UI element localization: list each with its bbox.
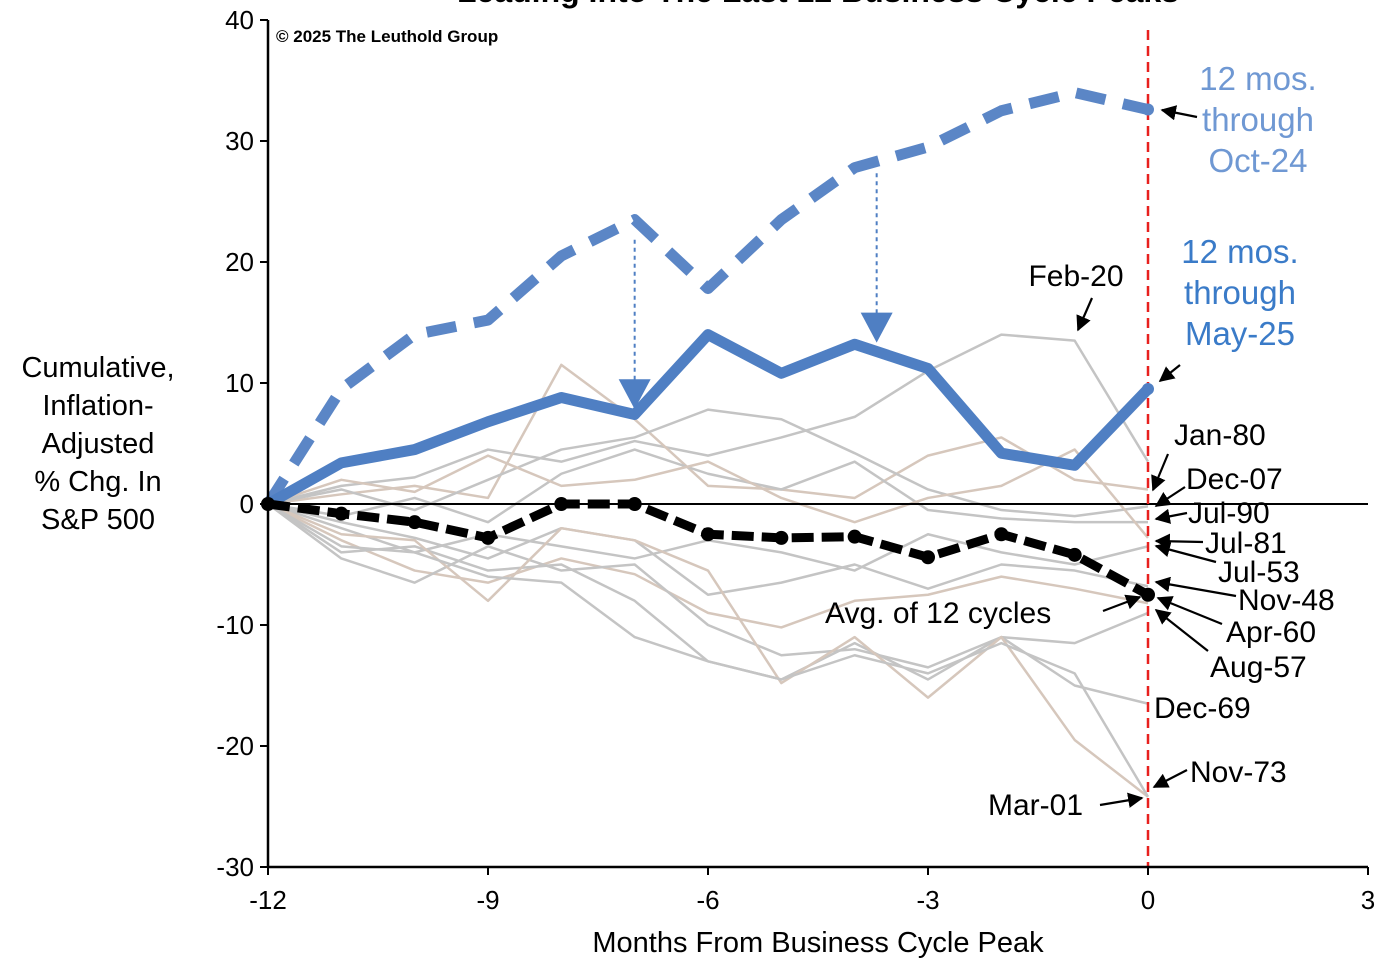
copyright-note: © 2025 The Leuthold Group: [276, 27, 498, 46]
arrow-aug-57: [1154, 609, 1209, 652]
label-jul-53: Jul-53: [1218, 556, 1300, 589]
cycle-line: [267, 502, 1149, 798]
x-tick-label: -6: [696, 885, 719, 915]
label-mar-01: Mar-01: [988, 789, 1083, 822]
series-line-may-25: [265, 329, 1152, 509]
endpoint-oct-24: [1142, 103, 1154, 116]
label-may-25: 12 mos.: [1181, 233, 1298, 270]
x-axis-label: Months From Business Cycle Peak: [592, 927, 1044, 959]
average-point: [1067, 547, 1082, 562]
arrow-dec-07: [1154, 486, 1186, 507]
label-jul-90: Jul-90: [1188, 497, 1270, 530]
y-axis-label-line: % Chg. In: [34, 466, 161, 498]
arrow-average: [1102, 594, 1142, 613]
average-point: [994, 527, 1009, 542]
y-axis-label-line: Inflation-: [42, 390, 153, 422]
arrow-mar-01: [1099, 792, 1144, 808]
average-point: [1141, 587, 1155, 602]
x-tick-label: -9: [476, 885, 499, 915]
y-tick-label: 20: [225, 247, 254, 277]
y-tick-label: 30: [225, 126, 254, 156]
label-may-25: through: [1184, 274, 1296, 311]
x-tick-label: 0: [1141, 885, 1155, 915]
series-line-oct-24: [263, 87, 1150, 507]
cycle-line: [267, 363, 1149, 506]
annotations: 12 mos. through Oct-24 12 mos. through May-25…: [825, 60, 1335, 822]
arrow-nov-73: [1152, 769, 1188, 788]
shift-arrow-head: [860, 312, 893, 343]
average-point: [921, 550, 935, 565]
y-tick-label: 40: [225, 5, 254, 35]
label-aug-57: Aug-57: [1210, 651, 1307, 684]
average-point: [701, 527, 715, 542]
average-point: [407, 515, 422, 530]
y-axis-label-line: Adjusted: [42, 428, 155, 460]
x-tick-label: 3: [1361, 885, 1375, 915]
y-tick-label: -30: [216, 852, 254, 882]
cycle-line: [267, 448, 1149, 539]
average-point: [847, 529, 862, 544]
y-tick-label: -20: [216, 731, 254, 761]
average-point: [627, 497, 642, 511]
arrow-apr-60: [1156, 596, 1223, 626]
label-may-25: May-25: [1185, 315, 1295, 352]
average-point: [554, 497, 569, 511]
shift-arrow-head: [618, 379, 651, 410]
label-average: Avg. of 12 cycles: [825, 597, 1051, 630]
cycle-lines: [267, 333, 1150, 798]
y-tick-label: 10: [225, 368, 254, 398]
cycle-line: [267, 502, 1150, 798]
y-tick-label: -10: [216, 610, 254, 640]
arrow-nov-48: [1154, 576, 1237, 598]
label-jul-81: Jul-81: [1205, 527, 1287, 560]
x-tick-label: -3: [916, 885, 939, 915]
cycle-line: [267, 408, 1149, 518]
average-point: [481, 530, 495, 545]
arrow-jul-53: [1154, 542, 1217, 564]
label-dec-69: Dec-69: [1154, 692, 1251, 725]
label-oct-24: 12 mos.: [1199, 60, 1316, 97]
cycle-line: [267, 502, 1149, 596]
label-oct-24: Oct-24: [1208, 142, 1307, 179]
arrow-may-25: [1158, 364, 1181, 382]
cycle-line: [267, 333, 1150, 506]
label-jan-80: Jan-80: [1174, 419, 1266, 452]
y-axis-label-line: Cumulative,: [21, 352, 174, 384]
arrow-feb-20: [1076, 297, 1094, 332]
arrow-oct-24: [1160, 105, 1198, 121]
plot-area: [268, 20, 1368, 867]
chart-title: Leading Into The Last 12 Business Cycle …: [457, 0, 1179, 9]
label-oct-24: through: [1202, 101, 1314, 138]
endpoint-may-25: [1142, 383, 1154, 396]
x-tick-label: -12: [249, 885, 287, 915]
average-point: [774, 530, 789, 545]
label-apr-60: Apr-60: [1226, 616, 1316, 649]
y-tick-label: 0: [240, 489, 254, 519]
arrow-jul-81: [1154, 533, 1204, 549]
cycle-line: [267, 448, 1148, 524]
arrow-jul-90: [1154, 508, 1188, 524]
y-axis-label-line: S&P 500: [41, 504, 155, 536]
label-nov-48: Nov-48: [1238, 584, 1335, 617]
plot-background: [268, 20, 1368, 867]
label-dec-07: Dec-07: [1186, 463, 1283, 496]
highlight-series: [261, 30, 1155, 867]
y-axis-label: Cumulative, Inflation- Adjusted % Chg. I…: [21, 352, 174, 536]
label-feb-20: Feb-20: [1028, 260, 1123, 293]
average-point: [334, 506, 349, 521]
cycle-line: [267, 502, 1149, 629]
arrow-jan-80: [1151, 453, 1170, 492]
label-nov-73: Nov-73: [1190, 756, 1287, 789]
